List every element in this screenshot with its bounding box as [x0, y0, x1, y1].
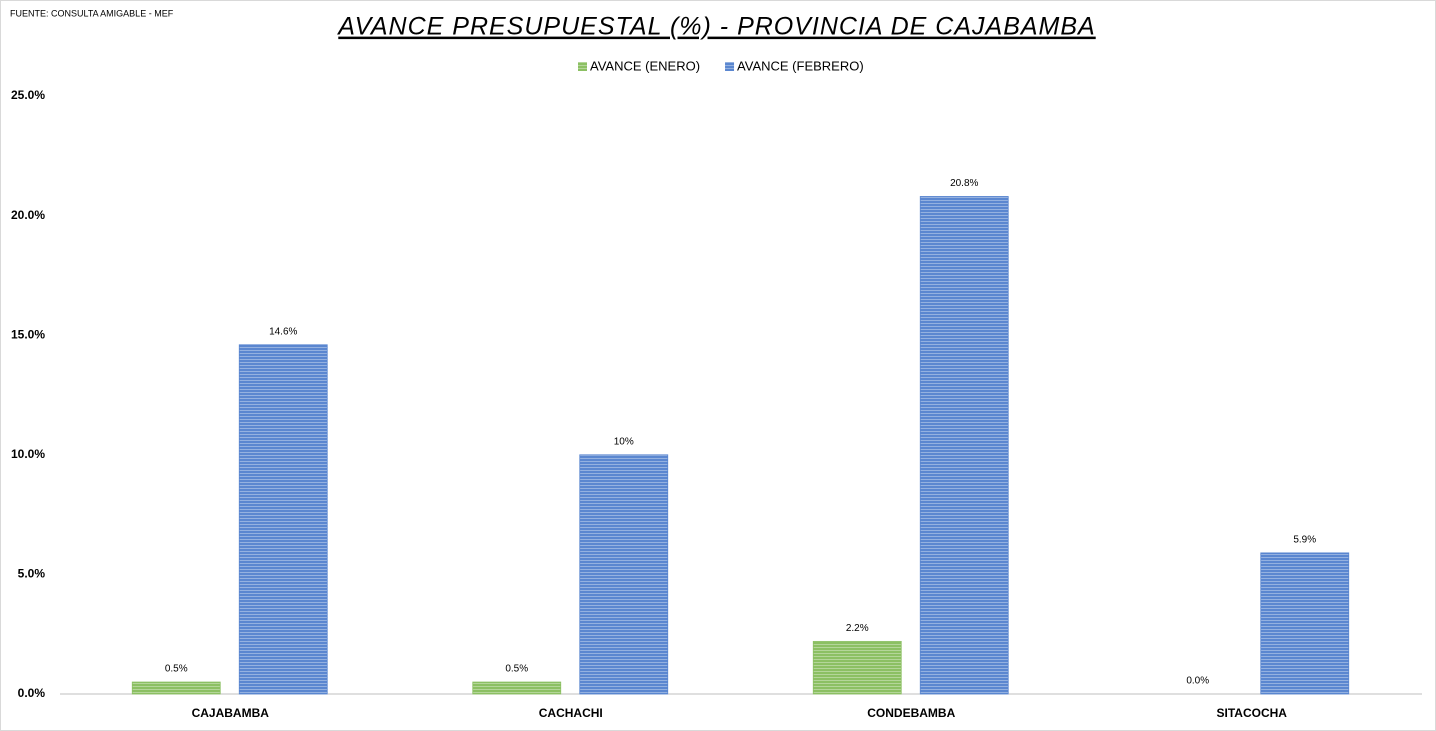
bar [919, 196, 1009, 695]
y-tick-label: 10.0% [11, 447, 45, 461]
data-label: 2.2% [846, 623, 869, 634]
chart-title: AVANCE PRESUPUESTAL (%) - PROVINCIA DE C… [336, 13, 1095, 41]
bar [1260, 552, 1350, 695]
data-label: 10% [614, 436, 634, 447]
y-tick-label: 5.0% [18, 567, 46, 581]
bar [579, 454, 669, 695]
x-tick-label: CACHACHI [539, 706, 603, 720]
bar [238, 344, 328, 695]
legend-label: AVANCE (FEBRERO) [737, 58, 864, 73]
data-label: 5.9% [1293, 535, 1316, 546]
legend-label: AVANCE (ENERO) [590, 58, 700, 73]
legend-swatch [725, 62, 735, 71]
y-tick-label: 0.0% [18, 686, 46, 700]
x-tick-label: SITACOCHA [1217, 706, 1288, 720]
y-tick-label: 20.0% [11, 208, 45, 222]
x-tick-label: CONDEBAMBA [867, 706, 955, 720]
bar [131, 681, 221, 695]
data-label: 0.5% [165, 664, 188, 675]
y-tick-label: 25.0% [11, 88, 45, 102]
x-tick-label: CAJABAMBA [192, 706, 270, 720]
bar [812, 640, 902, 695]
data-label: 0.0% [1186, 676, 1209, 687]
source-note: FUENTE: CONSULTA AMIGABLE - MEF [10, 8, 174, 18]
data-label: 20.8% [950, 178, 978, 189]
data-label: 14.6% [269, 326, 297, 337]
legend-swatch [578, 62, 587, 71]
data-label: 0.5% [505, 664, 528, 675]
y-tick-label: 15.0% [11, 327, 45, 341]
bar [472, 681, 562, 695]
